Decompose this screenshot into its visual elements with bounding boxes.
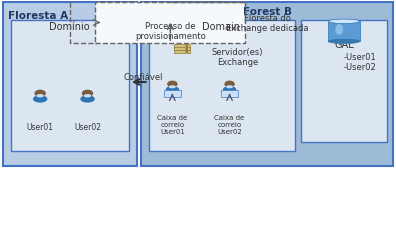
Ellipse shape — [81, 96, 94, 102]
Ellipse shape — [37, 95, 43, 97]
Text: Domínio: Domínio — [50, 22, 90, 32]
Text: Processo de
provisionamento: Processo de provisionamento — [135, 22, 206, 41]
Circle shape — [168, 81, 177, 87]
Text: User02: User02 — [74, 123, 101, 132]
Ellipse shape — [224, 87, 236, 92]
Ellipse shape — [85, 95, 90, 97]
Circle shape — [225, 81, 234, 87]
Circle shape — [186, 48, 187, 49]
Text: GAL: GAL — [334, 40, 354, 50]
Text: Floresta A: Floresta A — [8, 11, 68, 21]
Bar — [95, 2, 246, 43]
Ellipse shape — [335, 24, 343, 35]
Text: Caixa de
correio
User01: Caixa de correio User01 — [157, 115, 187, 135]
Circle shape — [186, 51, 187, 52]
Ellipse shape — [34, 96, 47, 102]
FancyBboxPatch shape — [164, 90, 181, 97]
Circle shape — [82, 90, 93, 96]
Ellipse shape — [328, 39, 360, 44]
FancyBboxPatch shape — [174, 50, 190, 53]
Text: Domain: Domain — [202, 22, 240, 32]
Text: Floresta do
Exchange dedicada: Floresta do Exchange dedicada — [226, 14, 308, 33]
Ellipse shape — [166, 87, 178, 92]
Text: Caixa de
correio
User02: Caixa de correio User02 — [215, 115, 245, 135]
Bar — [141, 2, 393, 166]
Text: Forest B: Forest B — [243, 7, 291, 17]
FancyBboxPatch shape — [221, 90, 238, 97]
Bar — [148, 19, 295, 151]
Bar — [328, 21, 360, 41]
Bar — [3, 2, 137, 166]
Text: Confiável: Confiável — [123, 73, 162, 82]
Text: -User01
-User02: -User01 -User02 — [344, 53, 377, 72]
Bar — [11, 19, 129, 151]
Text: Servidor(es)
Exchange: Servidor(es) Exchange — [212, 48, 263, 67]
Ellipse shape — [170, 86, 175, 88]
FancyBboxPatch shape — [174, 44, 190, 48]
Bar — [301, 19, 387, 142]
Circle shape — [35, 90, 45, 96]
FancyBboxPatch shape — [174, 47, 190, 50]
Text: User01: User01 — [27, 123, 53, 132]
Ellipse shape — [328, 19, 360, 23]
Ellipse shape — [227, 86, 232, 88]
